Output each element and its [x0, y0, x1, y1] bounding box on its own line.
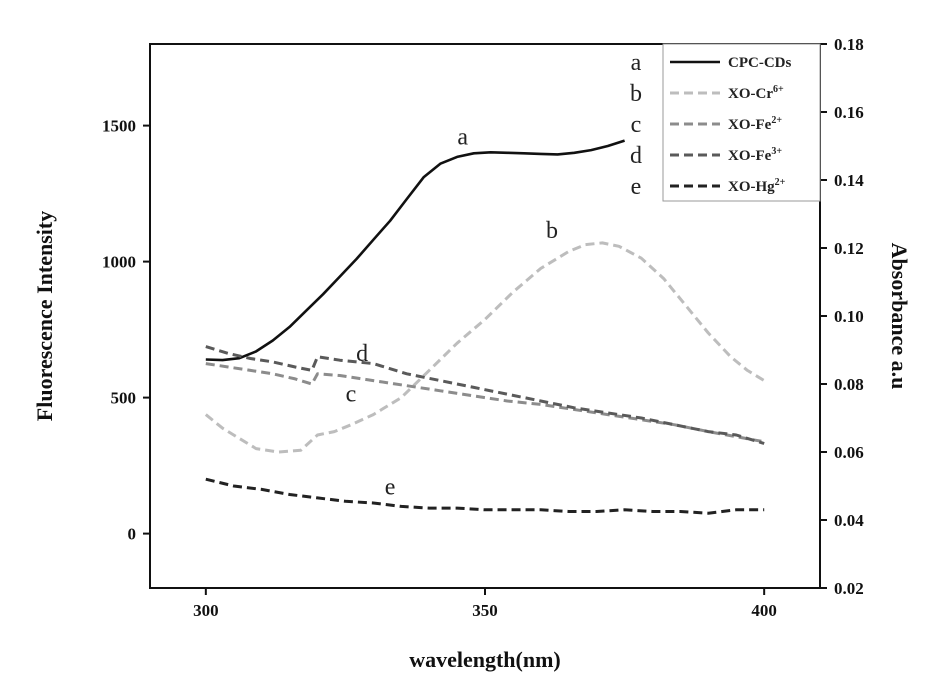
curve-label-e: e [385, 475, 396, 501]
series-line-c [206, 364, 764, 442]
legend-label-a: CPC-CDs [728, 55, 791, 71]
x-tick-label: 350 [472, 601, 498, 620]
y-axis-left-title: Fluorescence Intensity [32, 211, 57, 421]
curve-label-c: c [346, 382, 357, 408]
y-axis-right-title: Absorbance a.u [887, 243, 912, 390]
series-line-a [206, 141, 625, 361]
y-left-tick-label: 1500 [102, 117, 136, 136]
curve-label-d: d [356, 341, 368, 367]
y-right-tick-label: 0.08 [834, 375, 864, 394]
x-axis-title: wavelength(nm) [409, 647, 561, 672]
curve-label-a: a [457, 125, 468, 151]
series-line-e [206, 479, 764, 513]
y-right-tick-label: 0.14 [834, 171, 864, 190]
y-right-tick-label: 0.18 [834, 35, 864, 54]
legend-letter-a: a [631, 50, 642, 76]
curve-label-b: b [546, 218, 558, 244]
y-right-tick-label: 0.12 [834, 239, 864, 258]
x-tick-label: 300 [193, 601, 219, 620]
y-right-tick-label: 0.04 [834, 511, 864, 530]
y-left-tick-label: 1000 [102, 253, 136, 272]
legend-letter-d: d [630, 143, 642, 169]
x-tick-label: 400 [751, 601, 777, 620]
y-right-tick-label: 0.16 [834, 103, 864, 122]
curve-labels: a b cd e [346, 125, 558, 501]
legend: aCPC-CDsbXO-Cr6+cXO-Fe2+dXO-Fe3+eXO-Hg2+ [630, 44, 820, 201]
y-left-tick-label: 500 [111, 389, 137, 408]
series-line-d [206, 347, 764, 444]
y-left-tick-label: 0 [128, 525, 137, 544]
y-right-tick-label: 0.02 [834, 579, 864, 598]
y-right-tick-label: 0.06 [834, 443, 864, 462]
legend-letter-e: e [631, 174, 642, 200]
y-right-tick-label: 0.10 [834, 307, 864, 326]
legend-letter-c: c [631, 112, 642, 138]
series-line-b [206, 243, 764, 452]
legend-letter-b: b [630, 81, 642, 107]
